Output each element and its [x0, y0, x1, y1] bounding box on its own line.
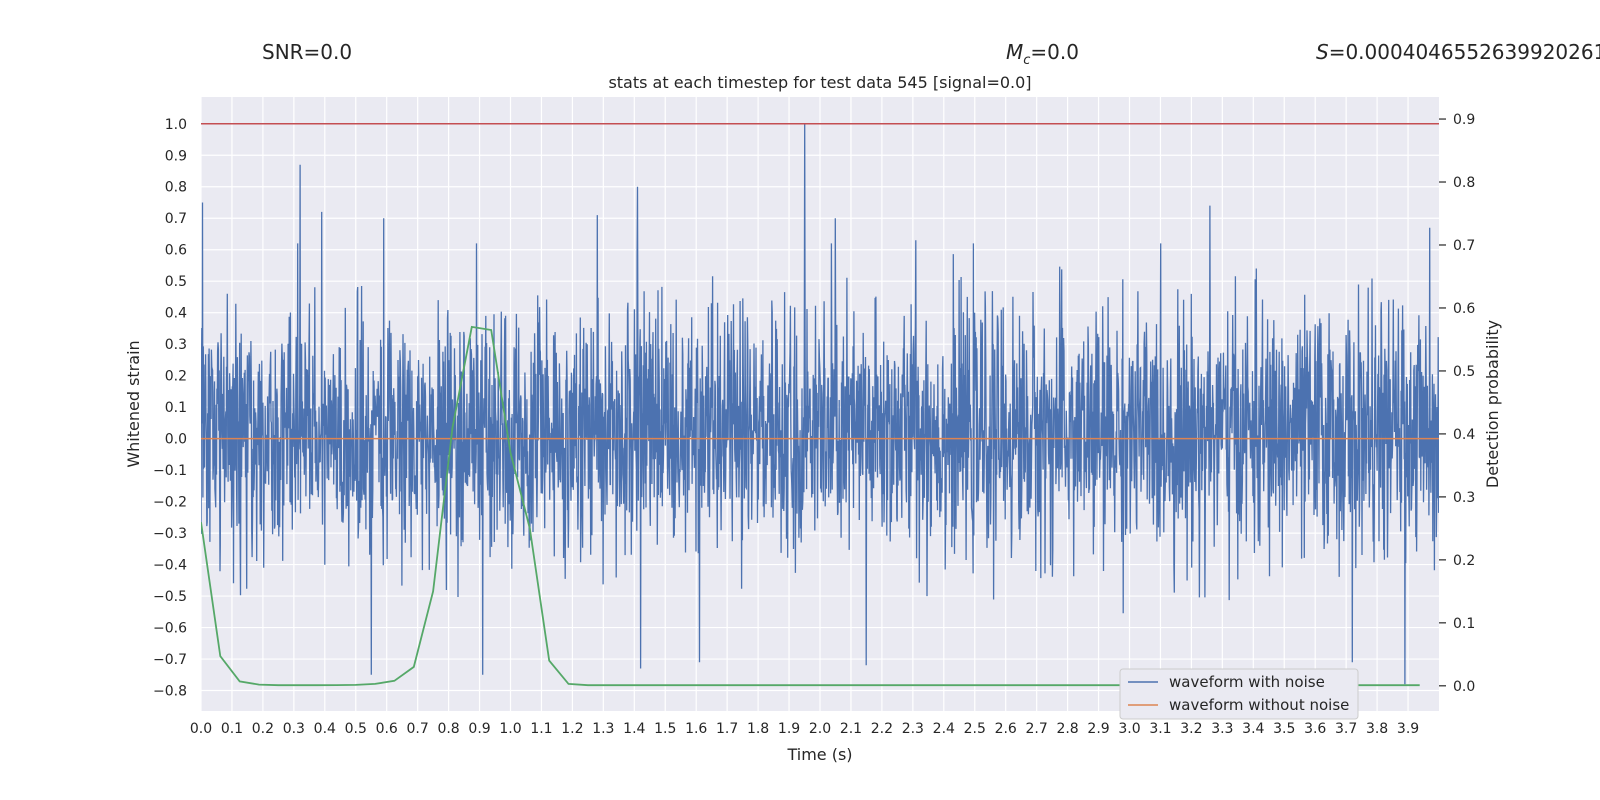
y2-tick-label: 0.1 — [1453, 616, 1475, 632]
legend: waveform with noise waveform without noi… — [1119, 668, 1359, 720]
y-axis-title: Whitened strain — [124, 340, 143, 467]
x-tick-label: 3.5 — [1273, 721, 1295, 737]
y2-tick-label: 0.9 — [1453, 112, 1475, 128]
x-tick-label: 0.5 — [345, 721, 367, 737]
y2-axis-title: Detection probability — [1483, 320, 1502, 488]
legend-label-clean: waveform without noise — [1169, 696, 1349, 714]
mc-subscript: c — [1023, 53, 1031, 68]
y2-tick-label: 0.2 — [1453, 553, 1475, 569]
y-tick-label: −0.5 — [153, 589, 187, 605]
y-tick-label: 0.3 — [165, 337, 187, 353]
mc-symbol: M — [1006, 40, 1024, 64]
y2-tick-label: 0.7 — [1453, 238, 1475, 254]
y-tick-label: 0.5 — [165, 274, 187, 290]
x-tick-label: 2.9 — [1087, 721, 1109, 737]
x-tick-label: 3.3 — [1211, 721, 1233, 737]
x-tick-label: 2.6 — [995, 721, 1017, 737]
y2-tick-label: 0.5 — [1453, 364, 1475, 380]
x-tick-label: 0.1 — [221, 721, 243, 737]
x-tick-label: 0.8 — [437, 721, 459, 737]
legend-label-noise: waveform with noise — [1169, 673, 1325, 691]
y-tick-label: −0.2 — [153, 495, 187, 511]
y-tick-label: 0.0 — [165, 432, 187, 448]
x-tick-label: 2.5 — [964, 721, 986, 737]
x-tick-label: 3.8 — [1366, 721, 1388, 737]
x-tick-label: 0.4 — [314, 721, 336, 737]
x-tick-label: 2.3 — [902, 721, 924, 737]
x-tick-label: 0.0 — [190, 721, 212, 737]
x-tick-label: 2.4 — [933, 721, 955, 737]
chirp-mass-label: Mc=0.0 — [1006, 40, 1079, 68]
x-tick-label: 2.0 — [809, 721, 831, 737]
x-tick-label: 1.4 — [623, 721, 645, 737]
chart-title: stats at each timestep for test data 545… — [608, 73, 1031, 92]
y-tick-label: 0.6 — [165, 243, 187, 259]
x-tick-label: 1.1 — [530, 721, 552, 737]
y-tick-label: −0.7 — [153, 652, 187, 668]
x-tick-label: 2.2 — [871, 721, 893, 737]
y2-tick-label: 0.4 — [1453, 427, 1475, 443]
y-tick-label: 1.0 — [165, 117, 187, 133]
snr-label: SNR=0.0 — [262, 40, 353, 64]
y-tick-label: 0.7 — [165, 211, 187, 227]
x-tick-label: 3.1 — [1149, 721, 1171, 737]
x-tick-label: 0.9 — [468, 721, 490, 737]
x-tick-label: 3.4 — [1242, 721, 1264, 737]
x-tick-label: 1.7 — [716, 721, 738, 737]
x-tick-label: 1.0 — [499, 721, 521, 737]
series-layer — [201, 123, 1439, 687]
y-tick-label: −0.6 — [153, 621, 187, 637]
x-tick-label: 3.0 — [1118, 721, 1140, 737]
x-tick-label: 1.6 — [685, 721, 707, 737]
x-tick-label: 1.5 — [654, 721, 676, 737]
y-tick-label: −0.4 — [153, 558, 187, 574]
x-tick-label: 0.2 — [252, 721, 274, 737]
x-tick-label: 0.7 — [407, 721, 429, 737]
x-tick-label: 1.3 — [592, 721, 614, 737]
x-tick-label: 3.9 — [1397, 721, 1419, 737]
x-axis-title: Time (s) — [786, 745, 852, 764]
y2-tick-label: 0.0 — [1453, 679, 1475, 695]
x-tick-label: 1.2 — [561, 721, 583, 737]
y2-tick-label: 0.3 — [1453, 490, 1475, 506]
y-tick-label: 0.1 — [165, 400, 187, 416]
y-tick-label: −0.3 — [153, 526, 187, 542]
x-tick-label: 0.6 — [376, 721, 398, 737]
y2-tick-label: 0.8 — [1453, 175, 1475, 191]
waveform-with-noise-line — [201, 123, 1439, 685]
y-tick-label: 0.8 — [165, 180, 187, 196]
x-tick-label: 3.6 — [1304, 721, 1326, 737]
x-tick-label: 2.7 — [1026, 721, 1048, 737]
ticks: 0.0 0.1 0.2 0.3 0.4 0.5 0.6 0.7 0.8 0.9 1.0 1.1 1.2 1… — [153, 112, 1475, 737]
x-tick-label: 0.3 — [283, 721, 305, 737]
detection-probability-line — [201, 325, 1420, 687]
x-tick-label: 2.1 — [840, 721, 862, 737]
y-tick-label: 0.4 — [165, 306, 187, 322]
mc-value: =0.0 — [1030, 40, 1079, 64]
x-tick-label: 1.9 — [778, 721, 800, 737]
legend-box — [1119, 668, 1359, 720]
x-tick-label: 1.8 — [747, 721, 769, 737]
y-tick-label: −0.1 — [153, 463, 187, 479]
y-tick-label: −0.8 — [153, 684, 187, 700]
x-tick-label: 3.2 — [1180, 721, 1202, 737]
x-tick-label: 3.7 — [1335, 721, 1357, 737]
y-tick-label: 0.2 — [165, 369, 187, 385]
y2-tick-label: 0.6 — [1453, 301, 1475, 317]
y-tick-label: 0.9 — [165, 148, 187, 164]
x-tick-label: 2.8 — [1056, 721, 1078, 737]
